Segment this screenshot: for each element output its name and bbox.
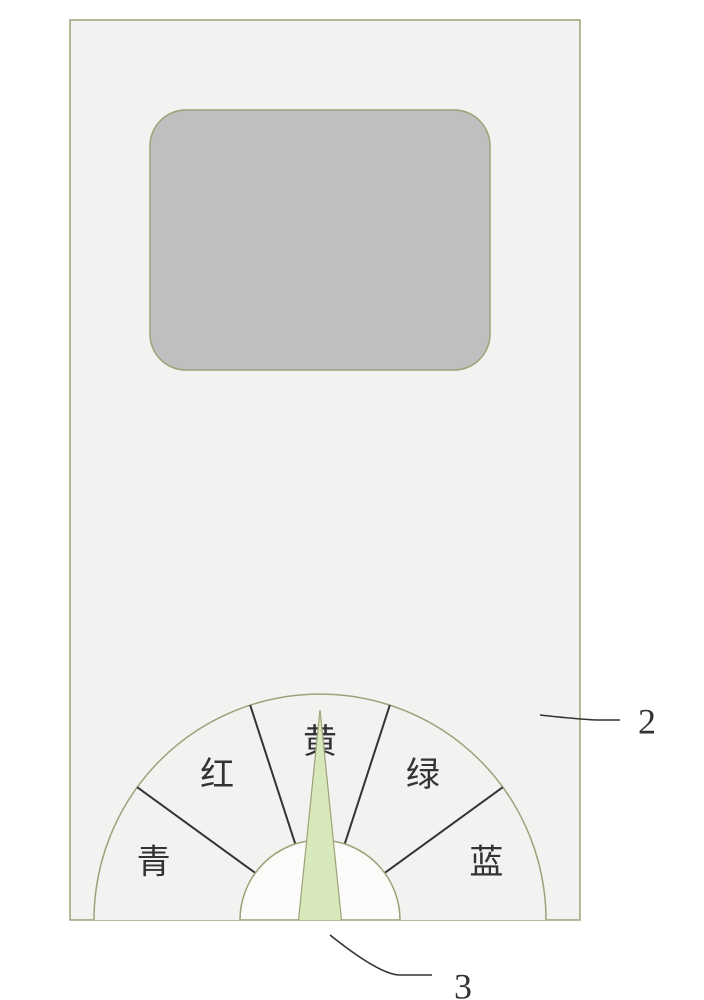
callout-label-3: 3 [454, 966, 472, 1000]
callout-label-2: 2 [638, 701, 656, 741]
dial-sector-label-0: 青 [137, 844, 171, 882]
dial-sector-label-3: 绿 [406, 756, 440, 794]
dial-sector-label-4: 蓝 [469, 845, 503, 882]
dial-sector-label-1: 红 [200, 756, 234, 794]
display-screen [150, 110, 490, 370]
